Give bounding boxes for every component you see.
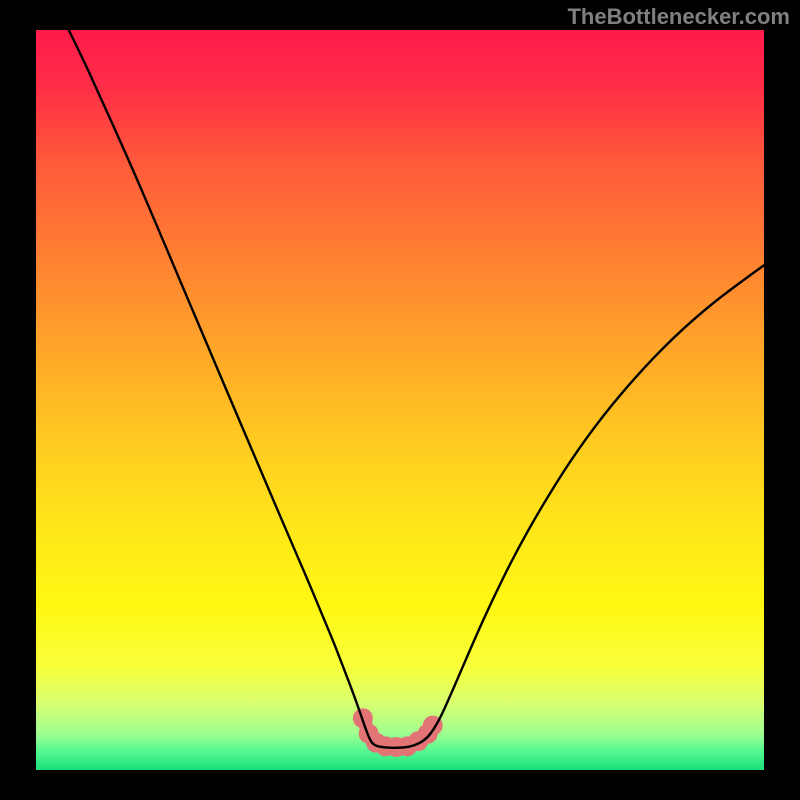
watermark-text: TheBottlenecker.com (567, 4, 790, 29)
bottleneck-chart: TheBottlenecker.com (0, 0, 800, 800)
chart-svg: TheBottlenecker.com (0, 0, 800, 800)
plot-background (36, 30, 764, 770)
